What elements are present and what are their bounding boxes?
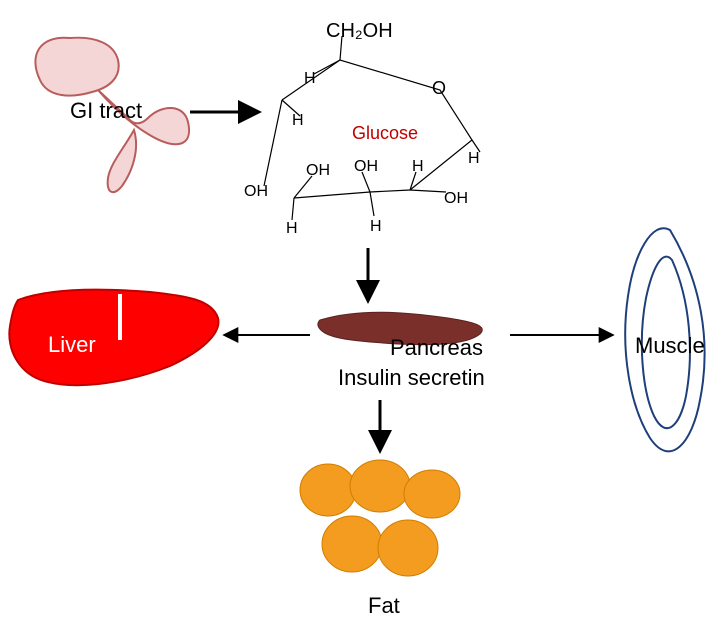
diagram-stage: GI tract Glucose CH₂OH Liver Pancreas In…	[0, 0, 728, 638]
gi-label: GI tract	[70, 98, 142, 124]
bond	[264, 100, 282, 186]
o-label: O	[432, 78, 446, 99]
atom-h_top: H	[304, 70, 316, 88]
atom-h_bl: H	[286, 220, 298, 238]
arrows	[190, 112, 612, 450]
bond	[314, 60, 340, 74]
atom-h_r: H	[468, 150, 480, 168]
atom-oh_left: OH	[244, 183, 268, 201]
insulin-label: Insulin secretin	[338, 365, 485, 391]
glucose-label: Glucose	[352, 123, 418, 144]
fat-cell	[404, 470, 460, 518]
bond	[370, 192, 374, 216]
fat-cell	[322, 516, 382, 572]
fat-cells	[300, 460, 460, 576]
ch2oh-label: CH₂OH	[326, 20, 393, 43]
drawing-layer	[0, 0, 728, 638]
bond	[410, 190, 446, 192]
bond	[292, 198, 294, 220]
atom-oh_r: OH	[444, 190, 468, 208]
atom-h_c: H	[370, 218, 382, 236]
fat-cell	[300, 464, 356, 516]
atom-oh_c: OH	[354, 158, 378, 176]
liver-shape	[9, 290, 218, 386]
liver-label: Liver	[48, 332, 96, 358]
fat-cell	[378, 520, 438, 576]
atom-h_ur: H	[412, 158, 424, 176]
fat-cell	[350, 460, 410, 512]
fat-label: Fat	[368, 593, 400, 619]
pancreas-label: Pancreas	[390, 335, 483, 361]
atom-oh_ul: OH	[306, 162, 330, 180]
muscle-label: Muscle	[635, 333, 705, 359]
atom-h_ul: H	[292, 112, 304, 130]
